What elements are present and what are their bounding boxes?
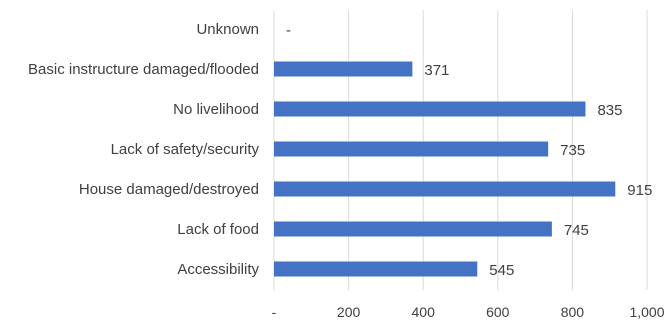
data-label: 745 — [564, 222, 589, 239]
data-labels: - 371 835 735 915 745 545 — [286, 22, 652, 279]
x-tick-label: 400 — [412, 304, 436, 320]
category-label: Unknown — [196, 21, 259, 38]
data-label: 545 — [489, 262, 514, 279]
category-label: No livelihood — [173, 101, 259, 118]
bar — [274, 61, 413, 77]
bar — [274, 101, 586, 117]
bar — [274, 141, 549, 157]
category-label: Accessibility — [177, 261, 259, 278]
category-label: Lack of food — [177, 221, 259, 238]
category-label: House damaged/destroyed — [79, 181, 259, 198]
data-label: 735 — [560, 142, 585, 159]
x-tick-label: 600 — [486, 304, 510, 320]
x-tick-label: 1,000 — [629, 304, 664, 320]
data-label: 915 — [627, 182, 652, 199]
bar — [274, 181, 616, 197]
x-axis-tick-labels: - 200 400 600 800 1,000 — [272, 304, 665, 320]
data-label: 835 — [597, 102, 622, 119]
x-tick-label: 200 — [337, 304, 361, 320]
x-tick-label: - — [272, 304, 277, 320]
bar — [274, 261, 478, 277]
x-tick-label: 800 — [561, 304, 585, 320]
category-label: Lack of safety/security — [111, 141, 260, 158]
bar — [274, 221, 552, 237]
category-labels: Unknown Basic instructure damaged/flooded… — [28, 21, 259, 278]
category-label: Basic instructure damaged/flooded — [28, 61, 259, 78]
data-label: - — [286, 22, 291, 39]
bars — [274, 61, 616, 277]
data-label: 371 — [424, 62, 449, 79]
